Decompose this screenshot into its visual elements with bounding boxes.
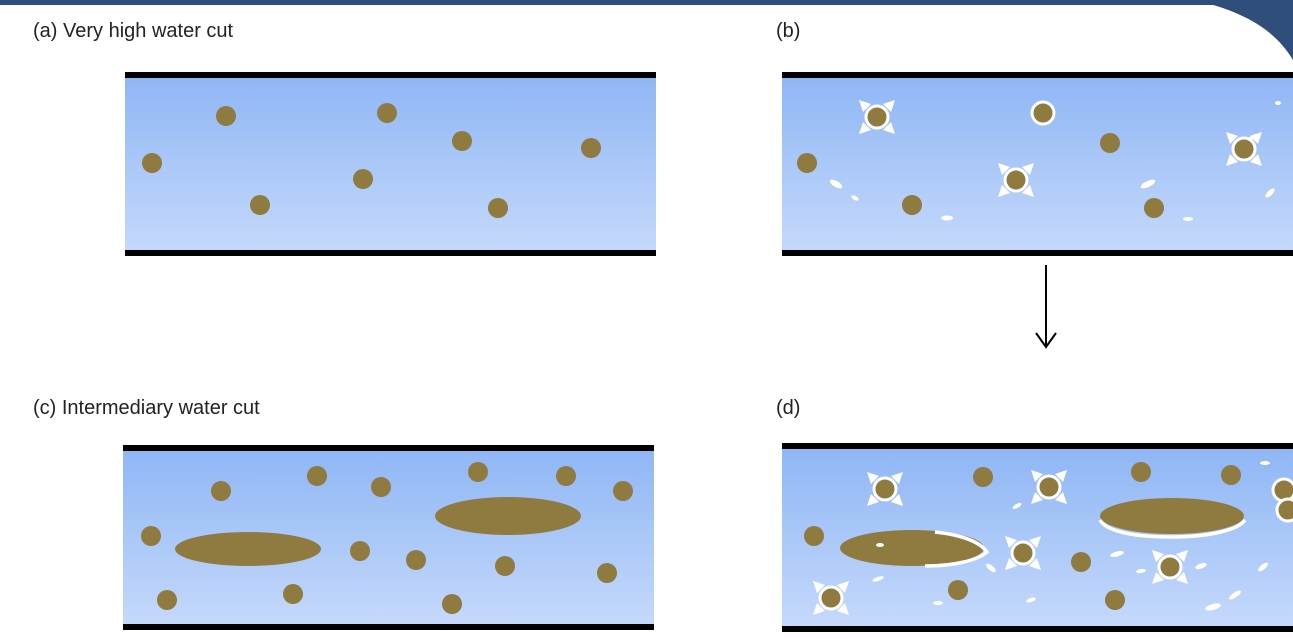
oil-droplet-icon — [1071, 552, 1091, 572]
gas-bubble-icon — [1260, 461, 1270, 465]
bubble-burst-icon — [1152, 550, 1188, 584]
oil-droplet-icon — [581, 138, 601, 158]
oil-droplet-icon — [948, 580, 968, 600]
gas-bubble-icon — [1195, 562, 1207, 570]
oil-droplet-icon — [350, 541, 370, 561]
oil-droplet-icon — [597, 563, 617, 583]
oil-slug-with-gas-layer — [840, 530, 990, 568]
panel-c-label: (c) Intermediary water cut — [33, 397, 260, 419]
panel-a-droplets — [142, 103, 601, 218]
frame-accent — [0, 0, 1293, 60]
gas-bubble-icon — [1110, 550, 1124, 558]
bubble-burst-icon — [1031, 470, 1067, 504]
panel-d-droplets — [804, 462, 1293, 610]
panel-d-label: (d) — [776, 397, 801, 419]
gas-bubble-icon — [1229, 590, 1241, 600]
gas-coated-droplet — [1275, 497, 1293, 523]
pipe-c-bottom-wall — [123, 624, 654, 630]
gas-bubble-icon — [829, 179, 843, 189]
oil-slug — [435, 497, 581, 535]
oil-droplet-icon — [797, 153, 817, 173]
gas-bubble-icon — [986, 563, 996, 573]
gas-bubble-icon — [1265, 188, 1275, 198]
bubble-burst-icon — [998, 163, 1034, 197]
oil-droplet-icon — [902, 195, 922, 215]
oil-slug — [175, 532, 321, 566]
oil-slug-with-gas-layer — [1098, 498, 1247, 539]
pipe-b-bottom-wall — [782, 250, 1293, 256]
pipe-b-top-wall — [782, 72, 1293, 78]
oil-droplet-icon — [406, 550, 426, 570]
gas-bubble-icon — [1183, 217, 1193, 221]
pipe-d-top-wall — [782, 443, 1293, 449]
oil-droplet-icon — [307, 466, 327, 486]
oil-droplet-icon — [973, 467, 993, 487]
oil-droplet-icon — [468, 462, 488, 482]
bubble-burst-icon — [1005, 536, 1041, 570]
panel-d-pipe — [782, 443, 1293, 632]
gas-bubble-icon — [1136, 568, 1146, 574]
pipe-c-top-wall — [123, 445, 654, 451]
gas-bubble-icon — [1275, 101, 1281, 105]
panel-b-pipe — [782, 72, 1293, 256]
gas-bubble-icon — [1012, 502, 1022, 510]
oil-droplet-icon — [442, 594, 462, 614]
gas-bubble-icon — [933, 601, 943, 605]
oil-droplet-icon — [157, 590, 177, 610]
gas-bubble-icon — [1258, 562, 1268, 572]
oil-droplet-icon — [353, 169, 373, 189]
oil-droplet-icon — [142, 153, 162, 173]
bubble-burst-icon — [813, 581, 849, 615]
oil-droplet-icon — [495, 556, 515, 576]
oil-droplet-icon — [1105, 590, 1125, 610]
oil-droplet-icon — [1144, 198, 1164, 218]
panel-b-burst-markers — [859, 100, 1262, 197]
gas-bubble-icon — [1140, 179, 1156, 189]
pipe-a-top-wall — [125, 72, 656, 78]
pipe-a-bottom-wall — [125, 250, 656, 256]
oil-droplet-icon — [556, 466, 576, 486]
gas-bubble-icon — [1026, 597, 1036, 603]
panel-b-label: (b) — [776, 20, 801, 42]
gas-bubble-icon — [876, 543, 884, 547]
panel-a-label: (a) Very high water cut — [33, 20, 234, 42]
gas-coated-droplet — [1030, 100, 1056, 126]
down-arrow-icon — [1035, 265, 1057, 349]
pipe-a-water — [125, 76, 656, 253]
oil-droplet-icon — [488, 198, 508, 218]
oil-droplet-icon — [452, 131, 472, 151]
oil-droplet-icon — [377, 103, 397, 123]
oil-droplet-icon — [216, 106, 236, 126]
oil-droplet-icon — [211, 481, 231, 501]
bubble-burst-icon — [859, 100, 895, 134]
oil-droplet-icon — [371, 477, 391, 497]
bubble-burst-icon — [1226, 132, 1262, 166]
oil-droplet-icon — [1221, 465, 1241, 485]
oil-droplet-icon — [1100, 133, 1120, 153]
panel-b-droplets — [797, 100, 1164, 218]
oil-droplet-icon — [1131, 462, 1151, 482]
panel-c-pipe — [123, 445, 654, 630]
panel-d-gas-flecks — [872, 461, 1270, 611]
gas-bubble-icon — [1205, 603, 1221, 611]
oil-droplet-icon — [141, 526, 161, 546]
oil-droplet-icon — [613, 481, 633, 501]
gas-bubble-icon — [872, 576, 884, 582]
oil-droplet-icon — [804, 526, 824, 546]
bubble-burst-icon — [867, 472, 903, 506]
gas-bubble-icon — [851, 195, 859, 201]
gas-bubble-icon — [941, 215, 953, 221]
pipe-d-bottom-wall — [782, 626, 1293, 632]
panel-c-droplets — [141, 462, 633, 614]
oil-droplet-icon — [250, 195, 270, 215]
oil-droplet-icon — [283, 584, 303, 604]
panel-d-burst-markers — [813, 470, 1188, 615]
panel-a-pipe — [125, 72, 656, 256]
